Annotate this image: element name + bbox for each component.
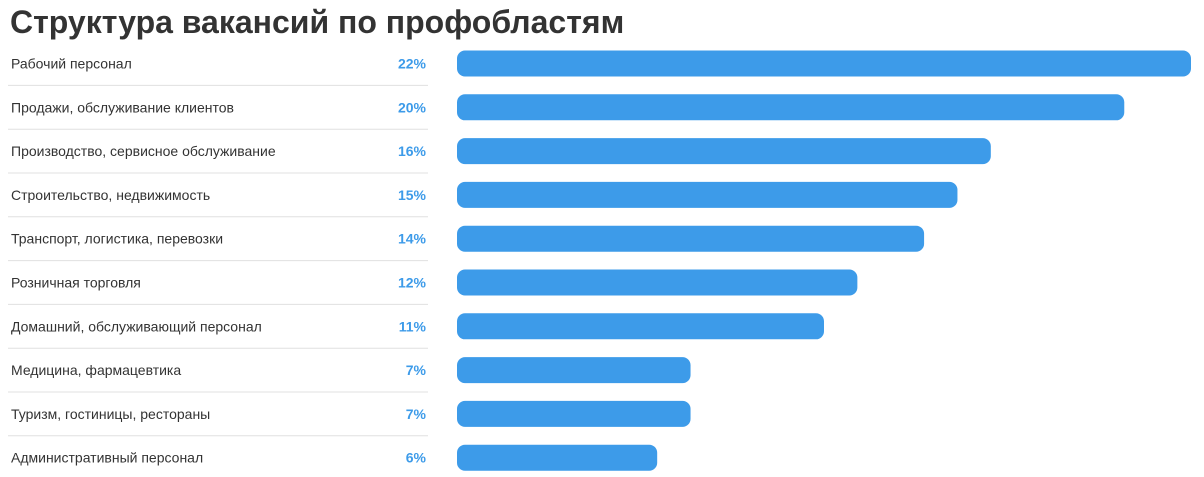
category-label: Транспорт, логистика, перевозки [11, 231, 223, 247]
category-label: Домашний, обслуживающий персонал [11, 318, 262, 334]
bar [457, 400, 691, 427]
category-label: Медицина, фармацевтика [11, 362, 181, 378]
category-label: Розничная торговля [11, 275, 141, 291]
chart-title: Структура вакансий по профобластям [10, 4, 625, 40]
value-label: 7% [406, 362, 427, 378]
category-label: Туризм, гостиницы, рестораны [11, 406, 210, 422]
value-label: 12% [398, 275, 427, 291]
value-label: 11% [399, 318, 427, 334]
category-label: Административный персонал [11, 450, 203, 466]
value-label: 6% [406, 450, 427, 466]
bar [457, 444, 658, 471]
bar [457, 94, 1125, 121]
bar [457, 313, 824, 340]
value-label: 15% [398, 187, 427, 203]
bar [457, 225, 925, 252]
row-separators [8, 84, 428, 437]
value-label: 14% [398, 231, 427, 247]
category-label: Строительство, недвижимость [11, 187, 210, 203]
value-label: 20% [398, 99, 427, 115]
bars [457, 50, 1191, 471]
value-label: 16% [398, 143, 427, 159]
bar [457, 357, 691, 384]
category-label: Производство, сервисное обслуживание [11, 143, 276, 159]
value-label: 22% [398, 56, 427, 72]
value-label: 7% [406, 406, 427, 422]
bar [457, 138, 991, 165]
bar [457, 50, 1191, 77]
category-label: Продажи, обслуживание клиентов [11, 99, 234, 115]
bar [457, 181, 958, 208]
bar [457, 269, 858, 296]
value-labels: 22% 20% 16% 15% 14% 12% 11% 7% 7% 6% [398, 56, 427, 466]
category-labels: Рабочий персонал Продажи, обслуживание кл… [11, 56, 276, 466]
category-label: Рабочий персонал [11, 56, 132, 72]
